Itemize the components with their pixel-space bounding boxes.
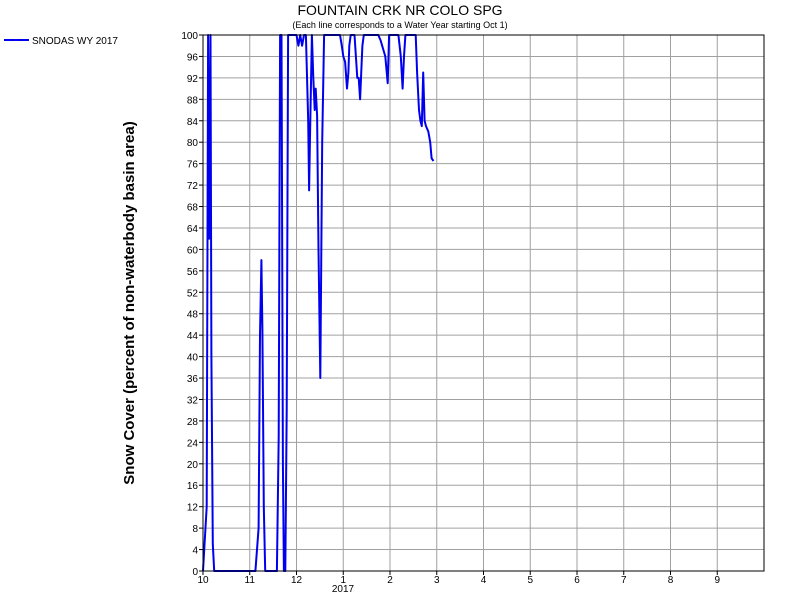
legend: SNODAS WY 2017	[4, 36, 118, 47]
x-tick-labels: 10 11 12 1 2 3 4 5 6 7 8 9	[197, 571, 720, 586]
y-tick-label: 60	[187, 245, 199, 256]
chart-title: FOUNTAIN CRK NR COLO SPG	[297, 2, 502, 18]
y-tick-label: 68	[187, 203, 199, 214]
y-tick-label: 52	[187, 288, 199, 299]
x-tick-label: 8	[668, 575, 674, 586]
x-tick-label: 12	[291, 575, 303, 586]
y-tick-label: 80	[187, 138, 199, 149]
year-label: 2017	[332, 584, 355, 595]
y-tick-label: 56	[187, 267, 199, 278]
x-tick-label: 11	[245, 575, 256, 586]
x-tick-label: 2	[387, 575, 393, 586]
y-axis-label: Snow Cover (percent of non-waterbody bas…	[121, 121, 138, 484]
y-tick-label: 44	[187, 331, 199, 342]
legend-entry-label: SNODAS WY 2017	[32, 36, 118, 47]
x-tick-label: 7	[621, 575, 627, 586]
y-tick-label: 20	[187, 460, 199, 471]
x-tick-label: 4	[481, 575, 487, 586]
y-tick-label: 96	[187, 52, 199, 63]
y-tick-label: 0	[192, 567, 198, 578]
x-tick-label: 5	[527, 575, 533, 586]
x-tick-label: 9	[714, 575, 720, 586]
y-tick-label: 88	[187, 95, 199, 106]
y-tick-label: 76	[187, 160, 199, 171]
grid-lines	[203, 34, 764, 572]
y-tick-label: 24	[187, 438, 199, 449]
y-tick-label: 64	[187, 224, 199, 235]
y-tick-label: 8	[192, 524, 198, 535]
y-tick-label: 100	[181, 31, 198, 42]
x-tick-label: 1	[340, 575, 346, 586]
y-tick-label: 32	[187, 395, 199, 406]
y-tick-label: 12	[187, 503, 199, 514]
series-line	[202, 34, 435, 572]
x-tick-label: 3	[434, 575, 440, 586]
y-tick-label: 40	[187, 353, 199, 364]
chart-subtitle: (Each line corresponds to a Water Year s…	[292, 20, 507, 30]
y-tick-label: 36	[187, 374, 199, 385]
y-tick-label: 4	[192, 546, 198, 557]
y-tick-label: 72	[187, 181, 199, 192]
y-tick-label: 48	[187, 310, 199, 321]
x-tick-label: 6	[574, 575, 580, 586]
x-tick-label: 10	[197, 575, 209, 586]
series-layer	[202, 34, 435, 572]
y-tick-label: 28	[187, 417, 199, 428]
y-tick-label: 16	[187, 481, 199, 492]
y-tick-labels: 0481216202428323640444852566064687276808…	[181, 31, 203, 578]
y-tick-label: 84	[187, 117, 199, 128]
y-tick-label: 92	[187, 74, 199, 85]
